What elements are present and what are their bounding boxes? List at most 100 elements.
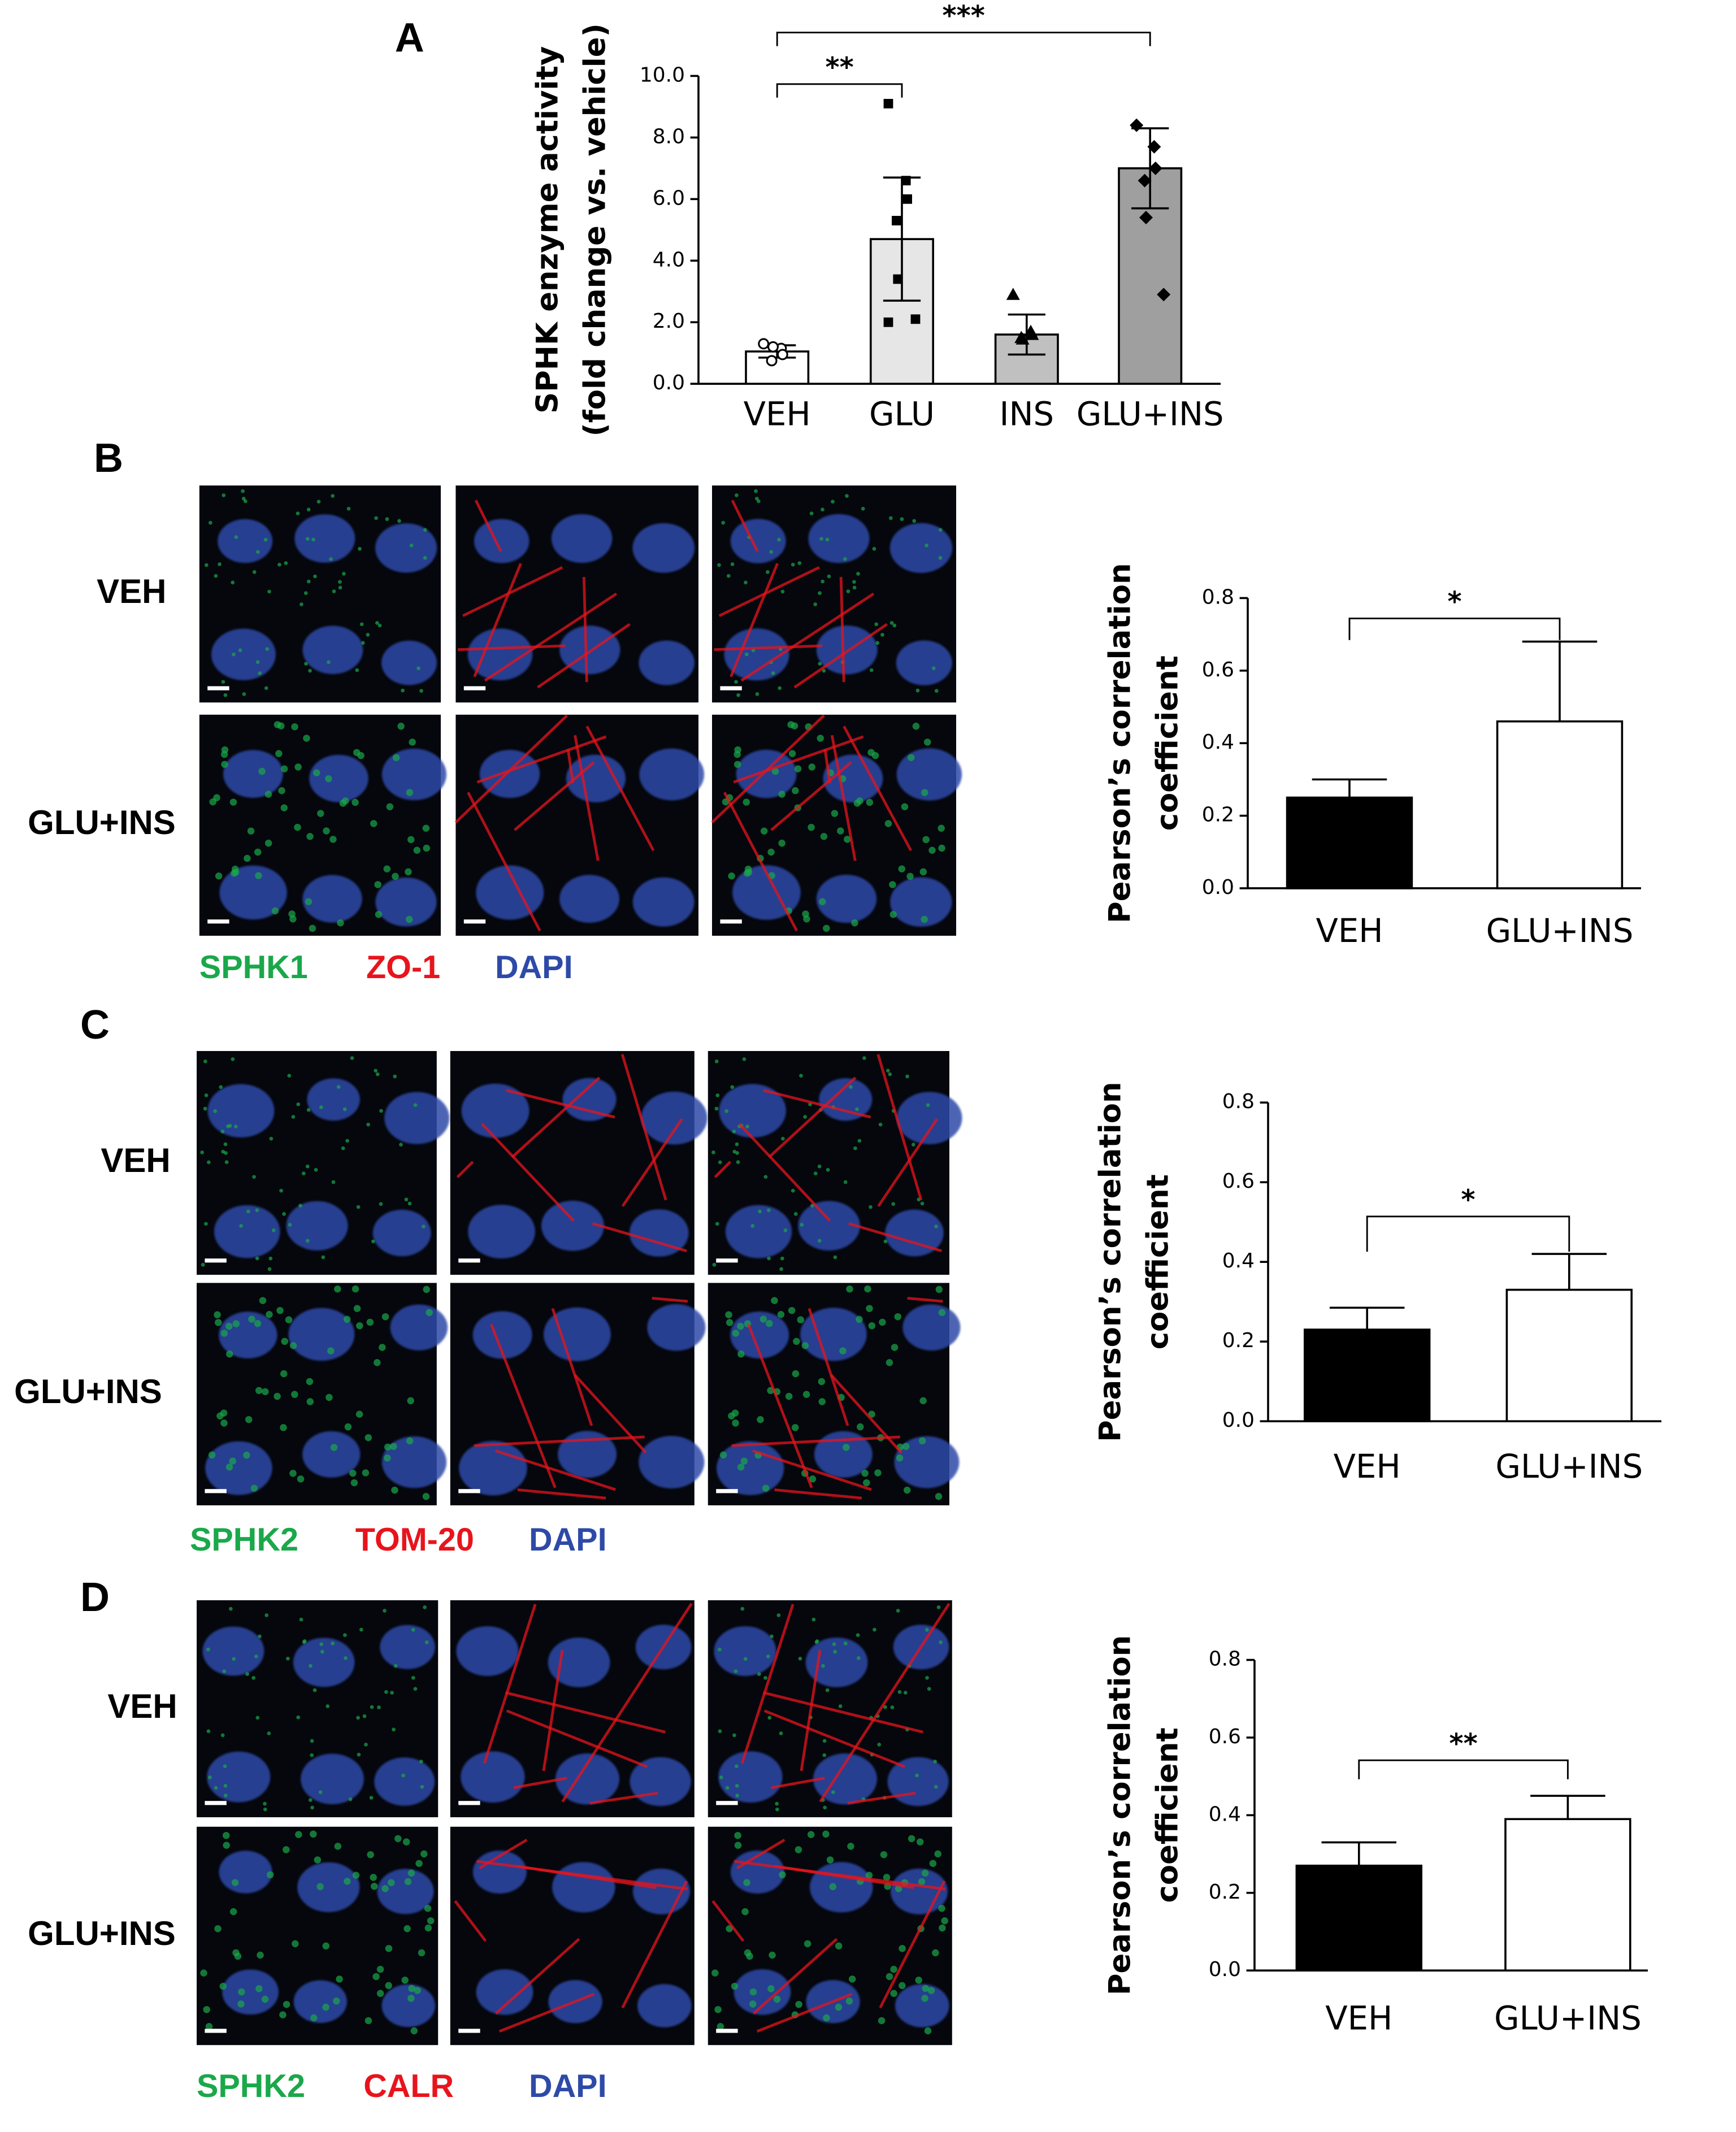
stain-line bbox=[793, 623, 888, 689]
stain-dot bbox=[287, 1074, 292, 1078]
stain-dot bbox=[891, 1202, 896, 1206]
stain-dot bbox=[263, 1807, 267, 1812]
stain-dot bbox=[766, 570, 770, 574]
data-point bbox=[758, 338, 770, 350]
stain-dot bbox=[366, 1122, 370, 1127]
y-axis-label: Pearson’s correlation bbox=[1093, 1082, 1128, 1442]
stain-dot bbox=[791, 1188, 795, 1193]
stain-dot bbox=[362, 1469, 370, 1477]
stain-dot bbox=[732, 1149, 737, 1154]
stain-dot bbox=[223, 1783, 228, 1788]
stain-dot bbox=[223, 1764, 227, 1769]
stain-dot bbox=[743, 798, 750, 806]
stain-dot bbox=[808, 763, 815, 771]
stain-dot bbox=[317, 810, 324, 817]
stain-dot bbox=[899, 1944, 906, 1952]
stain-line bbox=[585, 726, 655, 852]
stain-dot bbox=[769, 550, 774, 554]
stain-dot bbox=[883, 1705, 887, 1709]
stain-dot bbox=[919, 868, 927, 876]
stain-dot bbox=[792, 1370, 800, 1378]
error-bar bbox=[1522, 640, 1598, 722]
data-point bbox=[1148, 161, 1162, 175]
stain-dot bbox=[852, 585, 857, 590]
stain-dot bbox=[817, 1164, 822, 1169]
stain-dot bbox=[413, 1687, 418, 1691]
stain-dot bbox=[228, 1606, 233, 1611]
stain-dot bbox=[404, 1878, 412, 1886]
stain-dot bbox=[205, 2023, 213, 2030]
stain-dot bbox=[422, 824, 430, 832]
stain-line bbox=[734, 1860, 946, 1891]
stain-line bbox=[819, 1603, 951, 1803]
stain-dot bbox=[732, 1330, 740, 1337]
stain-dot bbox=[332, 589, 336, 593]
stain-dot bbox=[252, 1175, 256, 1179]
stain-dot bbox=[889, 911, 897, 918]
stain-dot bbox=[306, 507, 311, 512]
nucleus bbox=[381, 1436, 447, 1488]
stain-dot bbox=[356, 1716, 360, 1720]
stain-line bbox=[738, 1123, 831, 1222]
nucleus bbox=[297, 1862, 360, 1912]
nucleus bbox=[374, 1757, 435, 1806]
stain-line bbox=[481, 1123, 575, 1222]
stain-dot bbox=[822, 668, 826, 673]
stain-dot bbox=[847, 1843, 854, 1850]
stain-dot bbox=[392, 872, 399, 880]
stain-dot bbox=[231, 1057, 235, 1061]
stain-dot bbox=[280, 1424, 287, 1431]
stain-dot bbox=[839, 1347, 847, 1354]
stain-dot bbox=[734, 1669, 738, 1673]
data-point bbox=[1015, 332, 1030, 345]
stain-dot bbox=[334, 1286, 341, 1293]
stain-dot bbox=[203, 1106, 207, 1111]
stain-dot bbox=[878, 1122, 883, 1127]
stain-dot bbox=[231, 580, 235, 585]
stain-dot bbox=[926, 1103, 930, 1108]
scale-bar bbox=[205, 2029, 227, 2033]
stain-dot bbox=[822, 1739, 827, 1743]
stain-dot bbox=[775, 1807, 779, 1812]
micrograph-image bbox=[197, 1050, 450, 1275]
stain-dot bbox=[818, 591, 822, 596]
stain-dot bbox=[911, 1143, 915, 1147]
stain-dot bbox=[422, 1225, 426, 1228]
stain-dot bbox=[861, 506, 865, 511]
error-bar bbox=[1530, 1795, 1605, 1820]
stain-dot bbox=[818, 662, 822, 666]
stain-line bbox=[483, 1604, 537, 1764]
stain-dot bbox=[292, 1940, 299, 1948]
stain-dot bbox=[823, 924, 830, 932]
stain-dot bbox=[896, 1609, 900, 1613]
error-bar bbox=[1321, 1841, 1397, 1866]
nucleus bbox=[730, 519, 786, 563]
stain-dot bbox=[925, 543, 928, 548]
stain-dot bbox=[773, 1995, 781, 2003]
nucleus bbox=[223, 750, 283, 798]
stain-dot bbox=[336, 1085, 341, 1089]
stain-dot bbox=[402, 1838, 410, 1846]
stain-line bbox=[621, 1118, 683, 1207]
nucleus bbox=[467, 628, 533, 680]
nucleus bbox=[541, 1200, 604, 1251]
stain-line bbox=[537, 623, 631, 689]
stain-dot bbox=[410, 2027, 418, 2035]
stain-dot bbox=[838, 1704, 843, 1708]
stain-dot bbox=[795, 2000, 802, 2008]
stain-dot bbox=[900, 517, 904, 521]
stain-dot bbox=[397, 519, 401, 523]
stain-dot bbox=[245, 1672, 249, 1676]
stain-dot bbox=[326, 1704, 330, 1708]
stain-dot bbox=[370, 1705, 374, 1709]
stain-dot bbox=[778, 839, 785, 847]
stain-dot bbox=[285, 1316, 293, 1323]
stain-dot bbox=[244, 854, 251, 862]
micrograph-image bbox=[450, 1050, 708, 1275]
stain-line bbox=[774, 1488, 862, 1500]
stain-dot bbox=[326, 1393, 333, 1401]
stain-dot bbox=[735, 1794, 740, 1797]
stain-line bbox=[511, 1076, 601, 1158]
stain-dot bbox=[813, 602, 818, 606]
stain-dot bbox=[939, 1640, 943, 1644]
